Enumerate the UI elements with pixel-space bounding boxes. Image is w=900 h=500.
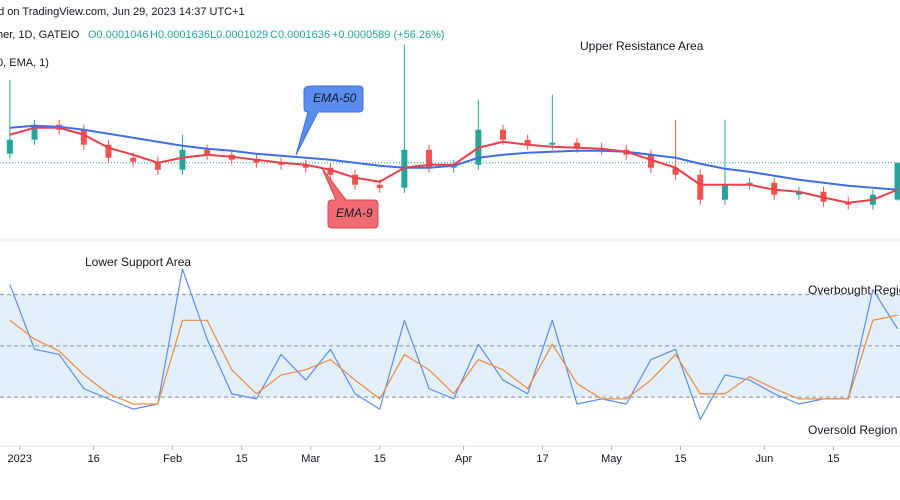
- ohlc-change: +0.0000589 (+56.26%): [332, 29, 445, 41]
- candle-body: [795, 191, 802, 195]
- candle-body: [80, 129, 87, 145]
- candle-body: [426, 149, 433, 168]
- annotation: Oversold Region: [808, 423, 897, 437]
- candle-body: [352, 174, 359, 185]
- candle-body: [573, 142, 580, 148]
- x-tick-label: Apr: [455, 453, 472, 465]
- annotation: Upper Resistance Area: [580, 39, 704, 53]
- candle-body: [179, 149, 186, 170]
- legend-entry: EMA-9: [336, 206, 373, 220]
- candle-body: [524, 139, 531, 145]
- candle-body: [31, 124, 38, 140]
- series-line: [9, 126, 898, 204]
- symbol: her, 1D, GATEIO: [0, 29, 80, 41]
- candle-body: [549, 142, 556, 145]
- series-line: [9, 314, 898, 405]
- candle-body: [154, 161, 161, 170]
- x-tick-label: Jun: [756, 453, 774, 465]
- annotation: Overbought Regio: [808, 283, 900, 297]
- annotation: Lower Support Area: [85, 255, 191, 269]
- x-tick-label: 2023: [7, 453, 31, 465]
- candle-body: [697, 174, 704, 200]
- x-tick-label: 15: [674, 453, 686, 465]
- candle-body: [253, 159, 260, 163]
- candle-body: [6, 139, 13, 154]
- source-line: ed on TradingView.com, Jun 29, 2023 14:3…: [0, 6, 245, 18]
- ohlc-close: C0.0001636: [270, 29, 330, 41]
- candle-body: [672, 167, 679, 175]
- ema9-callout: [321, 167, 379, 229]
- ohlc-open: O0.0001046: [88, 29, 149, 41]
- ema50-callout: [295, 85, 364, 156]
- candle-body: [894, 162, 900, 200]
- marks-layer: 2023 16 Feb 15 Mar 15 Apr 17 May 15 Jun 15: [0, 44, 900, 465]
- annotation-layer: Upper Resistance Area Lower Support Area…: [85, 39, 900, 437]
- candle-body: [376, 184, 383, 188]
- candle-body: [302, 164, 309, 168]
- candle-body: [130, 157, 137, 162]
- header: ed on TradingView.com, Jun 29, 2023 14:3…: [0, 6, 445, 69]
- candle-body: [647, 154, 654, 168]
- x-tick-label: 15: [236, 453, 248, 465]
- indicator-label: 0, EMA, 1): [0, 57, 49, 69]
- band-layer: [0, 294, 900, 398]
- x-tick-label: 15: [827, 453, 839, 465]
- ohlc-high: H0.0001636: [150, 29, 210, 41]
- candle-body: [500, 129, 507, 140]
- x-tick-label: May: [601, 453, 622, 465]
- x-tick-label: 17: [536, 453, 548, 465]
- x-tick-label: 15: [374, 453, 386, 465]
- ohlc-low: L0.0001029: [210, 29, 268, 41]
- x-tick-label: Mar: [301, 453, 320, 465]
- candle-body: [105, 144, 112, 158]
- x-tick-label: Feb: [163, 453, 182, 465]
- candle-body: [204, 149, 211, 155]
- candle-body: [327, 167, 334, 175]
- candle-body: [721, 184, 728, 200]
- x-tick-label: 16: [88, 453, 100, 465]
- legend-entry: EMA-50: [313, 91, 357, 105]
